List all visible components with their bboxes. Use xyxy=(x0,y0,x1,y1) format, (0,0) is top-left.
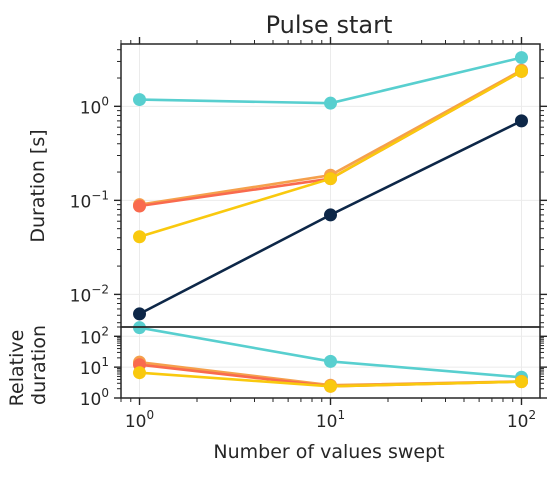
bottom-y-tick-label-2: 102 xyxy=(80,324,109,348)
top-y-tick-label-2: 100 xyxy=(80,94,109,118)
x-tick-label-1: 101 xyxy=(316,408,345,432)
top-series-3-point-2 xyxy=(514,64,528,78)
top-y-tick-label-2-exponent: 0 xyxy=(101,94,109,108)
bottom-series-3-point-2 xyxy=(514,375,528,389)
x-tick-label-2: 102 xyxy=(507,408,536,432)
bottom-y-tick-label-1-base: 10 xyxy=(80,359,102,379)
top-y-tick-label-2-base: 10 xyxy=(80,98,102,118)
bottom-series-0-point-1 xyxy=(324,354,337,368)
x-tick-label-0-base: 10 xyxy=(125,412,147,432)
top-y-tick-label-1-exponent: −1 xyxy=(91,188,109,202)
top-series-0-point-2 xyxy=(514,51,528,65)
x-tick-label-0: 100 xyxy=(125,408,154,432)
top-y-tick-label-0: 10−2 xyxy=(70,282,109,306)
top-y-axis-label: Duration [s] xyxy=(27,129,49,242)
bottom-y-tick-label-2-base: 10 xyxy=(80,328,102,348)
bottom-y-tick-label-0-base: 10 xyxy=(80,390,102,410)
top-y-tick-label-1: 10−1 xyxy=(70,188,109,212)
top-y-tick-label-0-base: 10 xyxy=(70,286,92,306)
top-series-4-point-1 xyxy=(324,208,337,222)
x-axis-label: Number of values swept xyxy=(213,441,444,463)
x-tick-label-2-base: 10 xyxy=(507,412,529,432)
top-series-4-point-0 xyxy=(133,307,147,321)
top-series-0-point-0 xyxy=(133,93,147,107)
bottom-y-axis-label-line-1: Relative xyxy=(6,330,28,407)
x-tick-label-2-exponent: 2 xyxy=(528,408,536,422)
bottom-y-axis-label: Relative duration xyxy=(6,324,50,407)
top-y-tick-label-0-exponent: −2 xyxy=(91,282,109,296)
top-series-0-point-1 xyxy=(324,96,337,110)
top-series-3-point-1 xyxy=(324,172,337,186)
x-tick-label-0-exponent: 0 xyxy=(147,408,155,422)
top-y-tick-label-1-base: 10 xyxy=(70,192,92,212)
top-series-3-point-0 xyxy=(133,230,147,244)
bottom-y-tick-label-1: 101 xyxy=(80,355,109,379)
bottom-series-3-point-1 xyxy=(324,379,337,393)
series-layer xyxy=(133,51,528,393)
bottom-y-tick-label-0-exponent: 0 xyxy=(101,386,109,400)
top-series-2-point-0 xyxy=(133,199,147,213)
bottom-y-tick-label-2-exponent: 2 xyxy=(101,324,109,338)
chart-title: Pulse start xyxy=(266,11,393,39)
bottom-y-tick-label-1-exponent: 1 xyxy=(101,355,109,369)
bottom-series-3-point-0 xyxy=(133,366,147,380)
x-tick-label-1-exponent: 1 xyxy=(338,408,346,422)
bottom-y-axis-label-line-2: duration xyxy=(28,325,50,405)
x-tick-label-1-base: 10 xyxy=(316,412,338,432)
top-series-4-point-2 xyxy=(514,114,528,128)
bottom-y-tick-label-0: 100 xyxy=(80,386,109,410)
